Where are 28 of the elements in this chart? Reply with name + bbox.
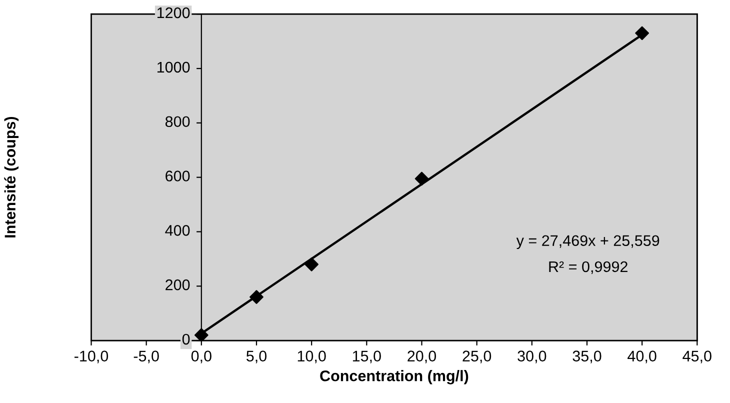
point xyxy=(194,328,208,341)
y-tick-label: 800 xyxy=(165,116,190,128)
x-tick-label: 15,0 xyxy=(352,350,381,364)
annotation: R² = 0,9992 xyxy=(549,261,628,274)
y-tick-label: 600 xyxy=(166,170,190,182)
x-tick-label: 20,0 xyxy=(408,350,436,364)
x-tick-label: 40,0 xyxy=(628,350,656,364)
y-tick-label: 200 xyxy=(166,279,190,290)
point xyxy=(304,257,318,272)
annotation: y = 27,469x + 25,559 xyxy=(516,235,660,250)
x-tick-label: 45,0 xyxy=(682,350,712,364)
x-tick-label: -5,0 xyxy=(134,350,159,364)
x-axis-title: Concentration (mg/l) xyxy=(320,370,468,384)
y-tick-label: 0 xyxy=(182,334,190,345)
y-tick-label: 1000 xyxy=(157,62,190,73)
x-tick-label: 35,0 xyxy=(572,350,602,364)
x-tick-label: 30,0 xyxy=(518,350,546,364)
y-tick-label: 1200 xyxy=(157,7,190,18)
y-axis-title: Intensité (coups) xyxy=(4,116,19,238)
x-tick-label: 0,0 xyxy=(191,350,212,364)
x-tick-label: -10,0 xyxy=(74,350,108,364)
y-tick-label: 400 xyxy=(165,225,190,236)
point xyxy=(250,290,264,304)
point xyxy=(414,172,429,186)
x-tick-label: 5,0 xyxy=(246,350,267,364)
x-tick-label: 10,0 xyxy=(298,350,326,364)
point xyxy=(635,26,649,40)
x-tick-label: 25,0 xyxy=(462,350,492,364)
